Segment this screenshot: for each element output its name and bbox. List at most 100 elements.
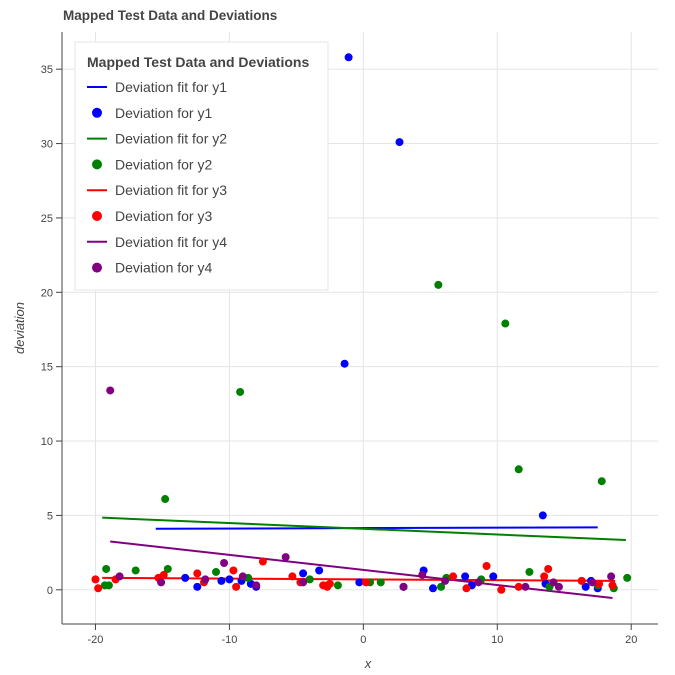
data-point [521, 582, 530, 591]
legend-item-label: Deviation for y2 [115, 156, 212, 172]
data-point [482, 561, 491, 570]
legend-dot-swatch [92, 159, 102, 170]
data-point [225, 575, 234, 584]
data-point [588, 578, 597, 587]
data-point [193, 582, 202, 591]
x-tick-label: 0 [360, 634, 366, 646]
y-tick-label: 10 [41, 436, 53, 448]
data-point [514, 582, 523, 591]
data-point [106, 386, 115, 395]
data-point [525, 567, 534, 576]
legend: Mapped Test Data and Deviations Deviatio… [74, 41, 329, 291]
legend-item-label: Deviation fit for y4 [115, 234, 227, 250]
data-point [201, 575, 210, 584]
data-point [217, 576, 226, 585]
legend-item-label: Deviation for y1 [115, 105, 212, 121]
data-point [441, 576, 450, 585]
legend-item-label: Deviation fit for y1 [115, 79, 227, 95]
data-point [252, 581, 261, 590]
data-point [193, 569, 202, 578]
y-tick-label: 15 [41, 362, 53, 374]
data-point [299, 578, 308, 587]
legend-box [74, 41, 329, 291]
y-tick-label: 35 [41, 64, 53, 76]
legend-item-label: Deviation fit for y2 [115, 131, 227, 147]
data-point [474, 578, 483, 587]
data-point [258, 557, 267, 566]
chart-title: Mapped Test Data and Deviations [63, 8, 278, 23]
data-point [544, 564, 553, 573]
x-tick-label: 20 [625, 634, 637, 646]
data-point [462, 584, 471, 593]
data-point [131, 566, 140, 575]
data-point [501, 319, 510, 328]
legend-dot-swatch [92, 107, 102, 118]
data-point [325, 579, 334, 588]
legend-item-label: Deviation for y3 [115, 208, 212, 224]
data-point [418, 570, 427, 579]
data-point [549, 578, 558, 587]
data-point [163, 564, 172, 573]
data-point [305, 575, 314, 584]
data-point [461, 572, 470, 581]
y-tick-label: 0 [47, 585, 53, 597]
axes [61, 32, 658, 625]
y-tick-label: 20 [41, 287, 53, 299]
data-point [608, 581, 617, 590]
legend-title: Mapped Test Data and Deviations [87, 54, 309, 70]
data-point [181, 573, 190, 582]
data-point [161, 495, 170, 504]
data-point [100, 581, 109, 590]
data-point [299, 569, 308, 578]
data-point [540, 572, 549, 581]
x-axis-label: x [364, 656, 372, 671]
data-point [281, 553, 290, 562]
data-point [538, 511, 547, 520]
data-point [232, 582, 241, 591]
data-point [514, 465, 523, 474]
data-point [399, 582, 408, 591]
data-point [220, 559, 229, 568]
data-point [236, 387, 245, 396]
data-point [102, 564, 111, 573]
data-point [434, 280, 443, 289]
x-tick-label: -10 [221, 634, 237, 646]
ticks: -20 -10 0 10 20 0 5 10 15 20 25 30 35 [41, 64, 638, 646]
data-point [489, 572, 498, 581]
fit-line [102, 516, 626, 541]
data-point [554, 582, 563, 591]
data-point [497, 585, 506, 594]
data-point [595, 579, 604, 588]
data-point [315, 566, 324, 575]
scatter-points [91, 53, 632, 594]
y-tick-label: 5 [47, 510, 53, 522]
data-point [449, 572, 458, 581]
legend-item-label: Deviation for y4 [115, 260, 212, 276]
data-point [395, 138, 404, 147]
data-point [344, 53, 353, 62]
data-point [212, 567, 221, 576]
y-tick-label: 30 [41, 139, 53, 151]
data-point [229, 566, 238, 575]
y-axis-label: deviation [12, 302, 27, 354]
data-point [362, 578, 371, 587]
x-tick-label: -20 [88, 634, 104, 646]
data-point [333, 581, 342, 590]
x-tick-label: 10 [491, 634, 503, 646]
legend-dot-swatch [92, 211, 102, 221]
data-point [437, 582, 446, 591]
legend-item-label: Deviation fit for y3 [115, 182, 227, 198]
legend-dot-swatch [92, 262, 102, 273]
data-point [376, 578, 385, 587]
y-tick-label: 25 [41, 213, 53, 225]
data-point [428, 584, 437, 593]
data-point [94, 584, 103, 593]
data-point [157, 578, 166, 587]
data-point [597, 477, 606, 486]
data-point [91, 575, 100, 584]
fit-line [155, 526, 598, 530]
data-point [355, 578, 364, 587]
data-point [607, 572, 616, 581]
data-point [340, 359, 349, 368]
